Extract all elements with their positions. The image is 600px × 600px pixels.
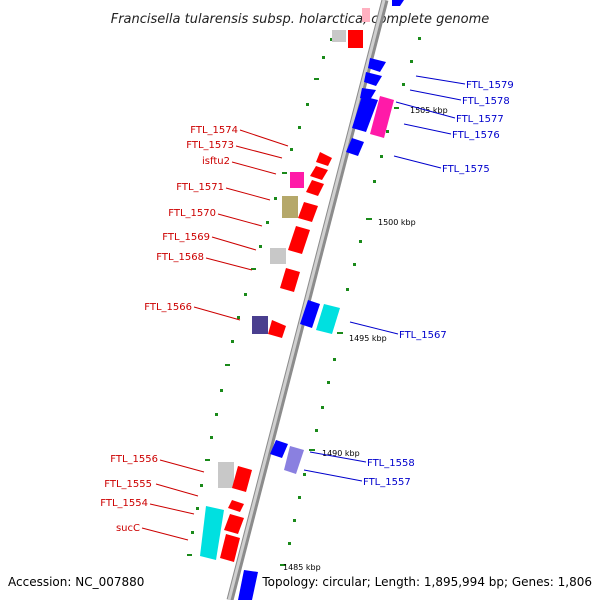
label-succ: sucC [116,523,140,534]
gene-ftl-1569 [288,226,310,254]
gene-ftl-1568b [280,268,300,292]
gene-ftl-1570 [282,196,298,218]
gene-ftl-1558 [270,440,288,458]
label-ftl-1557: FTL_1557 [363,477,411,488]
footer-bg-left [4,572,154,592]
map-title: Francisella tularensis subsp. holarctica… [111,12,490,27]
footer-bg-right [258,572,598,592]
gene-ftl-1574 [316,152,332,166]
gene-succ-b [220,534,240,562]
label-isftu2: isftu2 [202,156,230,167]
gene-succ [200,506,224,560]
outer-ruler [277,37,421,592]
label-ftl-1567: FTL_1567 [399,330,447,341]
gene-ftl-1555 [228,500,244,512]
gene-red-top-right [348,30,363,48]
gene-ftl-1576 [370,96,394,138]
inner-ruler [187,38,333,556]
backbone [227,0,386,600]
gene-ftl-1568 [270,248,286,264]
gene-ftl-1567-cyan [316,304,340,334]
gene-ftl-1573b [306,180,324,196]
label-ftl-1578: FTL_1578 [462,96,510,107]
label-ftl-1569: FTL_1569 [162,232,210,243]
scale-label-1500: 1500 kbp [378,218,416,227]
label-ftl-1574: FTL_1574 [190,125,238,136]
gene-ftl-1566 [252,316,268,334]
label-ftl-1556: FTL_1556 [110,454,158,465]
gene-ftl-1571 [298,202,318,222]
forward-genes [238,0,404,600]
gene-ftl-1554 [224,514,244,534]
reverse-labels: FTL_1574 FTL_1573 isftu2 FTL_1571 FTL_15… [100,125,238,534]
gene-isftu2 [290,172,304,188]
forward-leaders [303,75,466,482]
label-ftl-1573: FTL_1573 [186,140,234,151]
gene-ftl-1575 [346,138,364,156]
label-ftl-1577: FTL_1577 [456,114,504,125]
topology-text: Topology: circular; Length: 1,895,994 bp… [261,575,592,589]
gene-ftl-1557 [284,446,304,474]
label-ftl-1579: FTL_1579 [466,80,514,91]
label-ftl-1576: FTL_1576 [452,130,500,141]
forward-labels: FTL_1579 FTL_1578 FTL_1577 FTL_1576 FTL_… [363,80,514,488]
scale-label-1485: 1485 kbp [283,563,321,572]
gene-ftl-1573 [310,166,328,180]
label-ftl-1566: FTL_1566 [144,302,192,313]
reverse-leaders [141,129,289,541]
accession-text: Accession: NC_007880 [8,575,144,589]
scale-label-1490: 1490 kbp [322,449,360,458]
gene-ftl-1556b [232,466,252,492]
gene-ftl-1566b [268,320,286,338]
gene-ftl-1579 [368,58,386,72]
label-ftl-1568: FTL_1568 [156,252,204,263]
gene-ftl-1567-blue [300,300,320,328]
reverse-genes [200,152,332,562]
label-ftl-1571: FTL_1571 [176,182,224,193]
label-ftl-1570: FTL_1570 [168,208,216,219]
label-ftl-1555: FTL_1555 [104,479,152,490]
gene-grey-top [332,30,346,42]
label-ftl-1575: FTL_1575 [442,164,490,175]
gene-ftl-1556 [218,462,234,488]
gene-ftl-1577 [352,96,378,132]
label-ftl-1558: FTL_1558 [367,458,415,469]
scale-label-1495: 1495 kbp [349,334,387,343]
gene-pink-top [362,8,370,22]
label-ftl-1554: FTL_1554 [100,498,148,509]
gene-blue-bottom [238,570,258,600]
gene-blue-top [392,0,404,6]
